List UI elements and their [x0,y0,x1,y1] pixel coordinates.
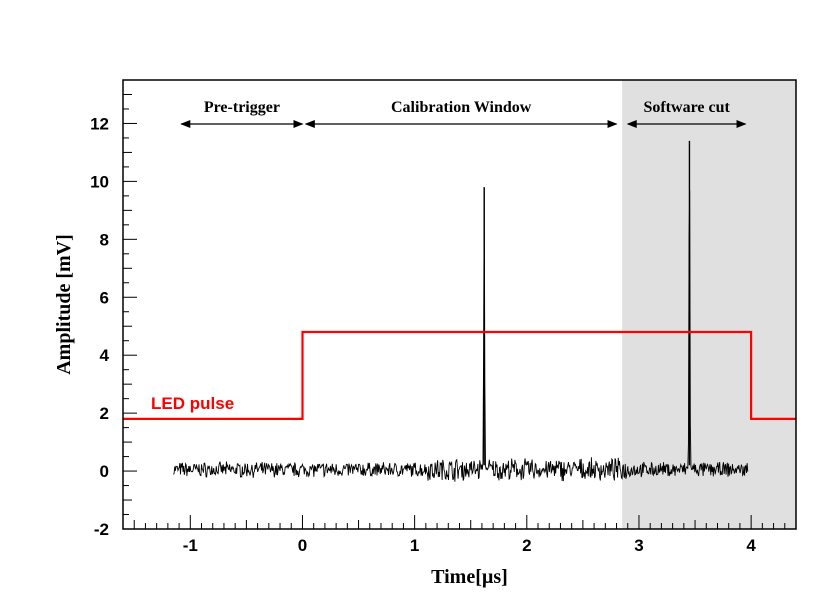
y-tick-label: 2 [100,404,109,423]
y-axis-label: Amplitude [mV] [53,234,75,375]
software-cut-region [622,80,796,529]
x-tick-label: -1 [183,536,198,555]
led-pulse-label: LED pulse [151,394,234,413]
y-tick-label: 4 [100,346,110,365]
x-tick-label: 0 [298,536,307,555]
x-axis-label: Time[µs] [431,566,508,588]
y-tick-label: 12 [90,114,109,133]
x-tick-label: 4 [746,536,756,555]
y-tick-label: 0 [100,462,109,481]
plot-area: Pre-trigger Calibration Window Software cu… [123,80,796,529]
annotation-label-0: Pre-trigger [204,99,280,116]
y-tick-label: -2 [94,520,109,539]
x-tick-label: 3 [634,536,643,555]
signal-trace [173,187,749,482]
x-tick-label: 2 [522,536,531,555]
x-tick-label: 1 [410,536,419,555]
led-pulse-line [123,330,796,420]
y-tick-label: 8 [100,230,109,249]
annotation-label-2: Software cut [643,99,730,116]
y-tick-label: 10 [90,172,109,191]
y-tick-label: 6 [100,288,109,307]
annotation-label-1: Calibration Window [391,99,532,116]
